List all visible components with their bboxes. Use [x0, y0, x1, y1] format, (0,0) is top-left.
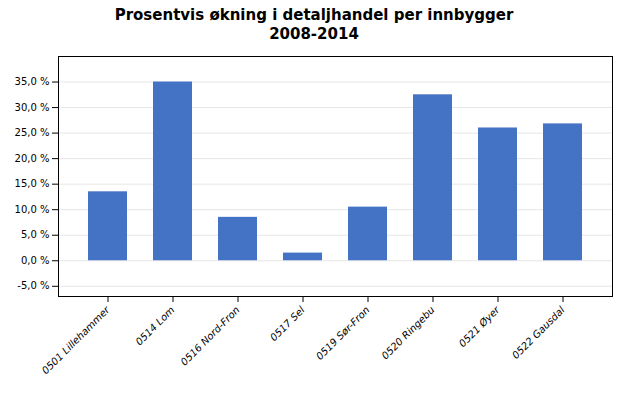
svg-text:10,0 %: 10,0 % [15, 204, 50, 215]
svg-text:0514 Lom: 0514 Lom [133, 304, 176, 347]
svg-text:35,0 %: 35,0 % [15, 76, 50, 87]
svg-text:15,0 %: 15,0 % [15, 178, 50, 189]
svg-text:5,0 %: 5,0 % [21, 229, 50, 240]
svg-text:-5,0 %: -5,0 % [17, 280, 49, 291]
svg-text:30,0 %: 30,0 % [15, 102, 50, 113]
svg-text:0517 Sel: 0517 Sel [268, 304, 307, 343]
svg-text:25,0 %: 25,0 % [15, 127, 50, 138]
svg-text:0,0 %: 0,0 % [21, 255, 50, 266]
svg-text:0516 Nord-Fron: 0516 Nord-Fron [178, 304, 241, 367]
svg-text:0501 Lillehammer: 0501 Lillehammer [40, 304, 113, 377]
svg-text:0519 Sør-Fron: 0519 Sør-Fron [314, 304, 372, 362]
html-text:Prosentvis økning i detaljhand: Prosentvis økning i detaljhandel per inn… [114, 6, 514, 43]
svg-text:0522 Gausdal: 0522 Gausdal [510, 304, 567, 361]
svg-text:0521 Øyer: 0521 Øyer [457, 304, 503, 350]
svg-text:0520 Ringebu: 0520 Ringebu [379, 304, 436, 361]
svg-text:20,0 %: 20,0 % [15, 153, 50, 164]
